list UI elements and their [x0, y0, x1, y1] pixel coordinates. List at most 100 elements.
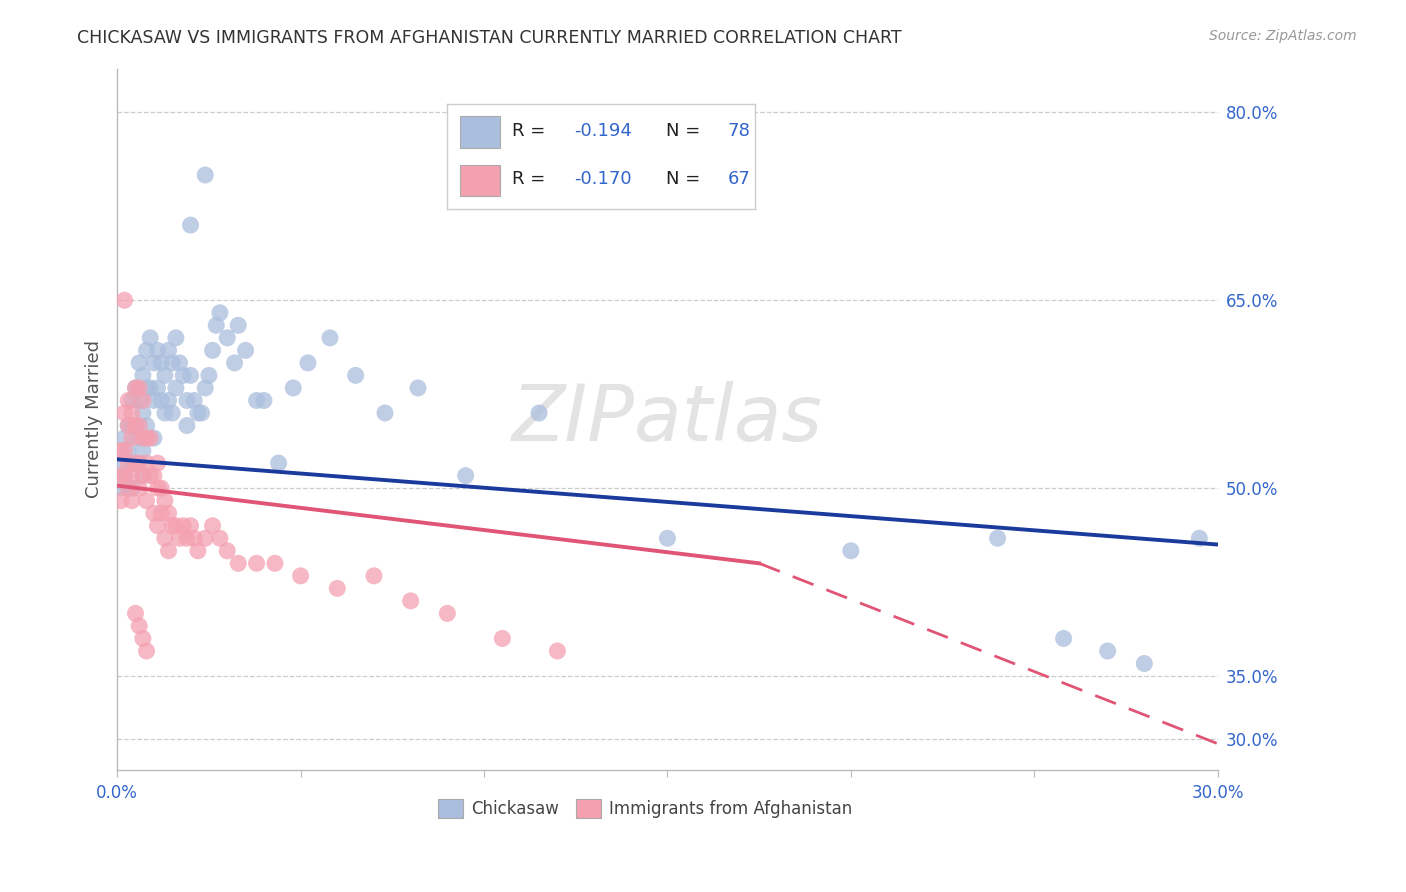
Point: [290, 569, 312, 583]
Point: [124, 456, 146, 470]
Point: [121, 406, 143, 420]
Point: [128, 356, 150, 370]
Point: [139, 431, 162, 445]
Point: [187, 406, 209, 420]
Point: [128, 431, 150, 445]
Point: [146, 343, 169, 358]
Point: [1052, 632, 1074, 646]
Text: Source: ZipAtlas.com: Source: ZipAtlas.com: [1209, 29, 1357, 43]
Point: [160, 518, 183, 533]
Point: [153, 493, 176, 508]
Point: [124, 607, 146, 621]
Point: [374, 406, 396, 420]
Point: [117, 443, 139, 458]
Point: [157, 506, 180, 520]
Point: [132, 393, 155, 408]
Point: [153, 368, 176, 383]
Point: [142, 393, 165, 408]
Point: [198, 368, 221, 383]
Point: [114, 431, 136, 445]
Point: [153, 531, 176, 545]
Point: [1188, 531, 1211, 545]
Point: [110, 456, 132, 470]
Point: [142, 356, 165, 370]
Point: [157, 543, 180, 558]
Point: [165, 518, 187, 533]
Point: [406, 381, 429, 395]
Point: [146, 481, 169, 495]
Point: [132, 406, 155, 420]
Point: [142, 431, 165, 445]
Point: [987, 531, 1010, 545]
Point: [114, 468, 136, 483]
Point: [135, 644, 157, 658]
Point: [139, 381, 162, 395]
Point: [139, 331, 162, 345]
Point: [235, 343, 257, 358]
Point: [172, 368, 194, 383]
Point: [657, 531, 679, 545]
Point: [160, 406, 183, 420]
Legend: Chickasaw, Immigrants from Afghanistan: Chickasaw, Immigrants from Afghanistan: [432, 792, 859, 825]
Point: [132, 368, 155, 383]
Point: [1097, 644, 1119, 658]
Text: CHICKASAW VS IMMIGRANTS FROM AFGHANISTAN CURRENTLY MARRIED CORRELATION CHART: CHICKASAW VS IMMIGRANTS FROM AFGHANISTAN…: [77, 29, 903, 46]
Point: [1133, 657, 1156, 671]
Point: [117, 481, 139, 495]
Point: [110, 493, 132, 508]
Point: [157, 343, 180, 358]
Point: [267, 456, 290, 470]
Point: [132, 468, 155, 483]
Point: [253, 393, 276, 408]
Point: [176, 531, 198, 545]
Point: [319, 331, 342, 345]
Point: [153, 406, 176, 420]
Point: [297, 356, 319, 370]
Point: [169, 531, 191, 545]
Point: [117, 418, 139, 433]
Point: [132, 431, 155, 445]
Point: [128, 381, 150, 395]
Point: [128, 456, 150, 470]
Point: [121, 418, 143, 433]
Point: [160, 356, 183, 370]
Point: [245, 557, 267, 571]
Point: [114, 443, 136, 458]
Point: [839, 543, 862, 558]
Point: [527, 406, 550, 420]
Point: [117, 456, 139, 470]
Point: [180, 218, 202, 232]
Point: [150, 356, 173, 370]
Point: [124, 418, 146, 433]
Point: [146, 456, 169, 470]
Point: [114, 406, 136, 420]
Point: [205, 318, 228, 333]
Point: [454, 468, 477, 483]
Point: [114, 293, 136, 308]
Point: [128, 619, 150, 633]
Point: [183, 393, 205, 408]
Point: [176, 393, 198, 408]
Point: [183, 531, 205, 545]
Point: [128, 393, 150, 408]
Point: [132, 468, 155, 483]
Point: [201, 343, 224, 358]
Point: [135, 456, 157, 470]
Point: [217, 331, 239, 345]
Point: [110, 468, 132, 483]
Point: [128, 418, 150, 433]
Point: [194, 531, 217, 545]
Point: [201, 518, 224, 533]
Point: [226, 557, 249, 571]
Point: [135, 493, 157, 508]
Point: [180, 368, 202, 383]
Point: [121, 456, 143, 470]
Point: [226, 318, 249, 333]
Point: [190, 406, 212, 420]
Point: [142, 506, 165, 520]
Point: [150, 481, 173, 495]
Point: [165, 381, 187, 395]
Point: [121, 393, 143, 408]
Point: [363, 569, 385, 583]
Point: [142, 468, 165, 483]
